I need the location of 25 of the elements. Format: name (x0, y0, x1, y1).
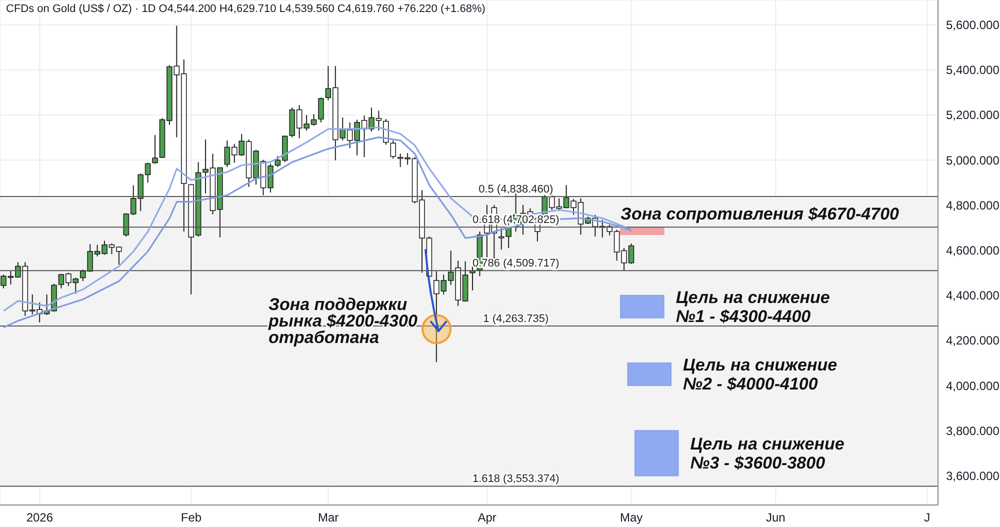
x-tick-label: May (620, 510, 643, 525)
chart-title: CFDs on Gold (US$ / OZ) · 1D O4,544.200 H4,629.710 L4,539.560 C4,619.760 +76.220 (+1.68%) (6, 3, 486, 15)
y-tick-label: 4,800.000 (946, 198, 1000, 212)
y-tick-label: 4,600.000 (946, 244, 1000, 258)
y-tick-label: 4,400.000 (946, 288, 1000, 303)
x-tick-label: Feb (180, 510, 202, 525)
band-label: Цель на снижение №1 - $4300-4400 (676, 288, 830, 326)
y-tick-label: 5,200.000 (946, 108, 1000, 122)
ref-line-label: 1.618 (3,553.374) (472, 473, 560, 486)
y-tick-label: 4,200.000 (946, 334, 1000, 348)
x-tick-label: 2026 (26, 510, 54, 525)
x-tick-label: Jun (766, 510, 786, 525)
ref-line-label: 1 (4,263.735) (483, 313, 549, 326)
band-label: Цель на снижение №2 - $4000-4100 (683, 356, 838, 394)
x-tick-label: Apr (478, 510, 496, 525)
band-label: Цель на снижение №3 - $3600-3800 (690, 434, 844, 473)
y-tick-label: 5,000.000 (946, 153, 1000, 168)
y-tick-label: 3,600.000 (946, 468, 1000, 483)
y-tick-label: 3,800.000 (946, 424, 1000, 438)
x-tick-label: Mar (318, 510, 339, 525)
y-tick-label: 5,400.000 (946, 63, 1000, 78)
band-label: Зона сопротивления $4670-4700 (620, 204, 900, 224)
y-tick-label: 4,000.000 (946, 378, 1000, 393)
y-tick-label: 5,600.000 (946, 18, 1000, 32)
x-tick-label: J (924, 510, 930, 525)
